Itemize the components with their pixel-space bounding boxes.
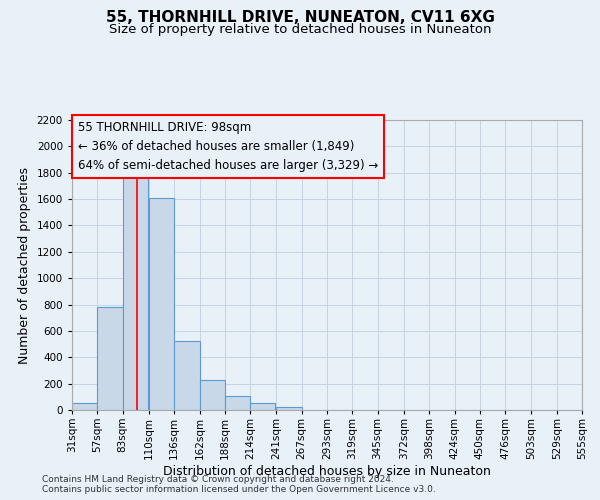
Text: Contains HM Land Registry data © Crown copyright and database right 2024.: Contains HM Land Registry data © Crown c… (42, 475, 394, 484)
Text: Size of property relative to detached houses in Nuneaton: Size of property relative to detached ho… (109, 22, 491, 36)
Bar (174, 342, 200, 410)
Bar (72, 404, 97, 410)
Bar (122, 170, 148, 410)
Bar (199, 380, 225, 410)
X-axis label: Distribution of detached houses by size in Nuneaton: Distribution of detached houses by size … (163, 464, 491, 477)
Text: 55 THORNHILL DRIVE: 98sqm
← 36% of detached houses are smaller (1,849)
64% of se: 55 THORNHILL DRIVE: 98sqm ← 36% of detac… (78, 120, 378, 172)
Bar (277, 406, 302, 410)
Text: Contains public sector information licensed under the Open Government Licence v3: Contains public sector information licen… (42, 485, 436, 494)
Bar (225, 396, 250, 410)
Bar (250, 403, 275, 410)
Bar (97, 307, 122, 410)
Y-axis label: Number of detached properties: Number of detached properties (18, 166, 31, 364)
Bar (149, 198, 174, 410)
Text: 55, THORNHILL DRIVE, NUNEATON, CV11 6XG: 55, THORNHILL DRIVE, NUNEATON, CV11 6XG (106, 10, 494, 25)
